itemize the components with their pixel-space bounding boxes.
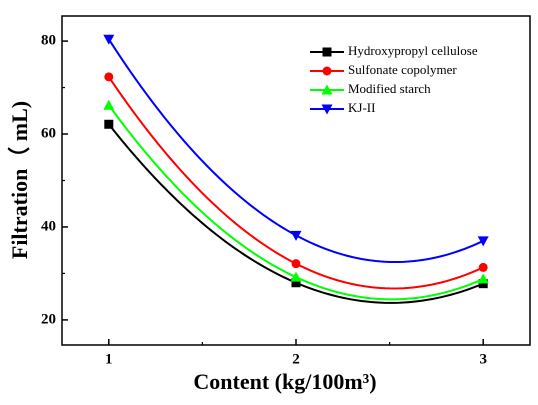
marker <box>103 34 115 45</box>
marker <box>290 271 302 282</box>
x-tick-label: 2 <box>292 351 300 367</box>
legend-marker <box>322 47 332 57</box>
legend-label: Hydroxypropyl cellulose <box>348 43 478 58</box>
legend-label: Sulfonate copolymer <box>348 62 457 77</box>
y-tick-label: 20 <box>41 311 56 327</box>
legend-label: Modified starch <box>348 81 431 96</box>
legend-marker <box>321 104 333 115</box>
fit-curve <box>107 76 484 290</box>
x-tick-label: 1 <box>105 351 113 367</box>
y-tick-label: 60 <box>41 125 56 141</box>
marker <box>104 119 114 129</box>
y-axis-label: Filtration（ mL) <box>7 101 32 259</box>
legend-marker <box>321 84 333 95</box>
marker <box>290 230 302 241</box>
marker <box>103 99 115 110</box>
marker <box>104 72 114 82</box>
x-tick-label: 3 <box>479 351 487 367</box>
marker <box>477 236 489 247</box>
legend-marker <box>322 66 332 76</box>
marker <box>291 278 301 288</box>
y-tick-label: 40 <box>41 218 56 234</box>
marker <box>478 262 488 272</box>
x-axis-label: Content (kg/100m³) <box>193 369 376 394</box>
plot-frame <box>61 15 531 346</box>
marker <box>477 273 489 284</box>
legend-label: KJ-II <box>348 100 375 115</box>
y-tick-label: 80 <box>41 33 56 49</box>
marker <box>291 259 301 269</box>
fit-curve <box>107 104 484 301</box>
marker <box>478 279 488 289</box>
